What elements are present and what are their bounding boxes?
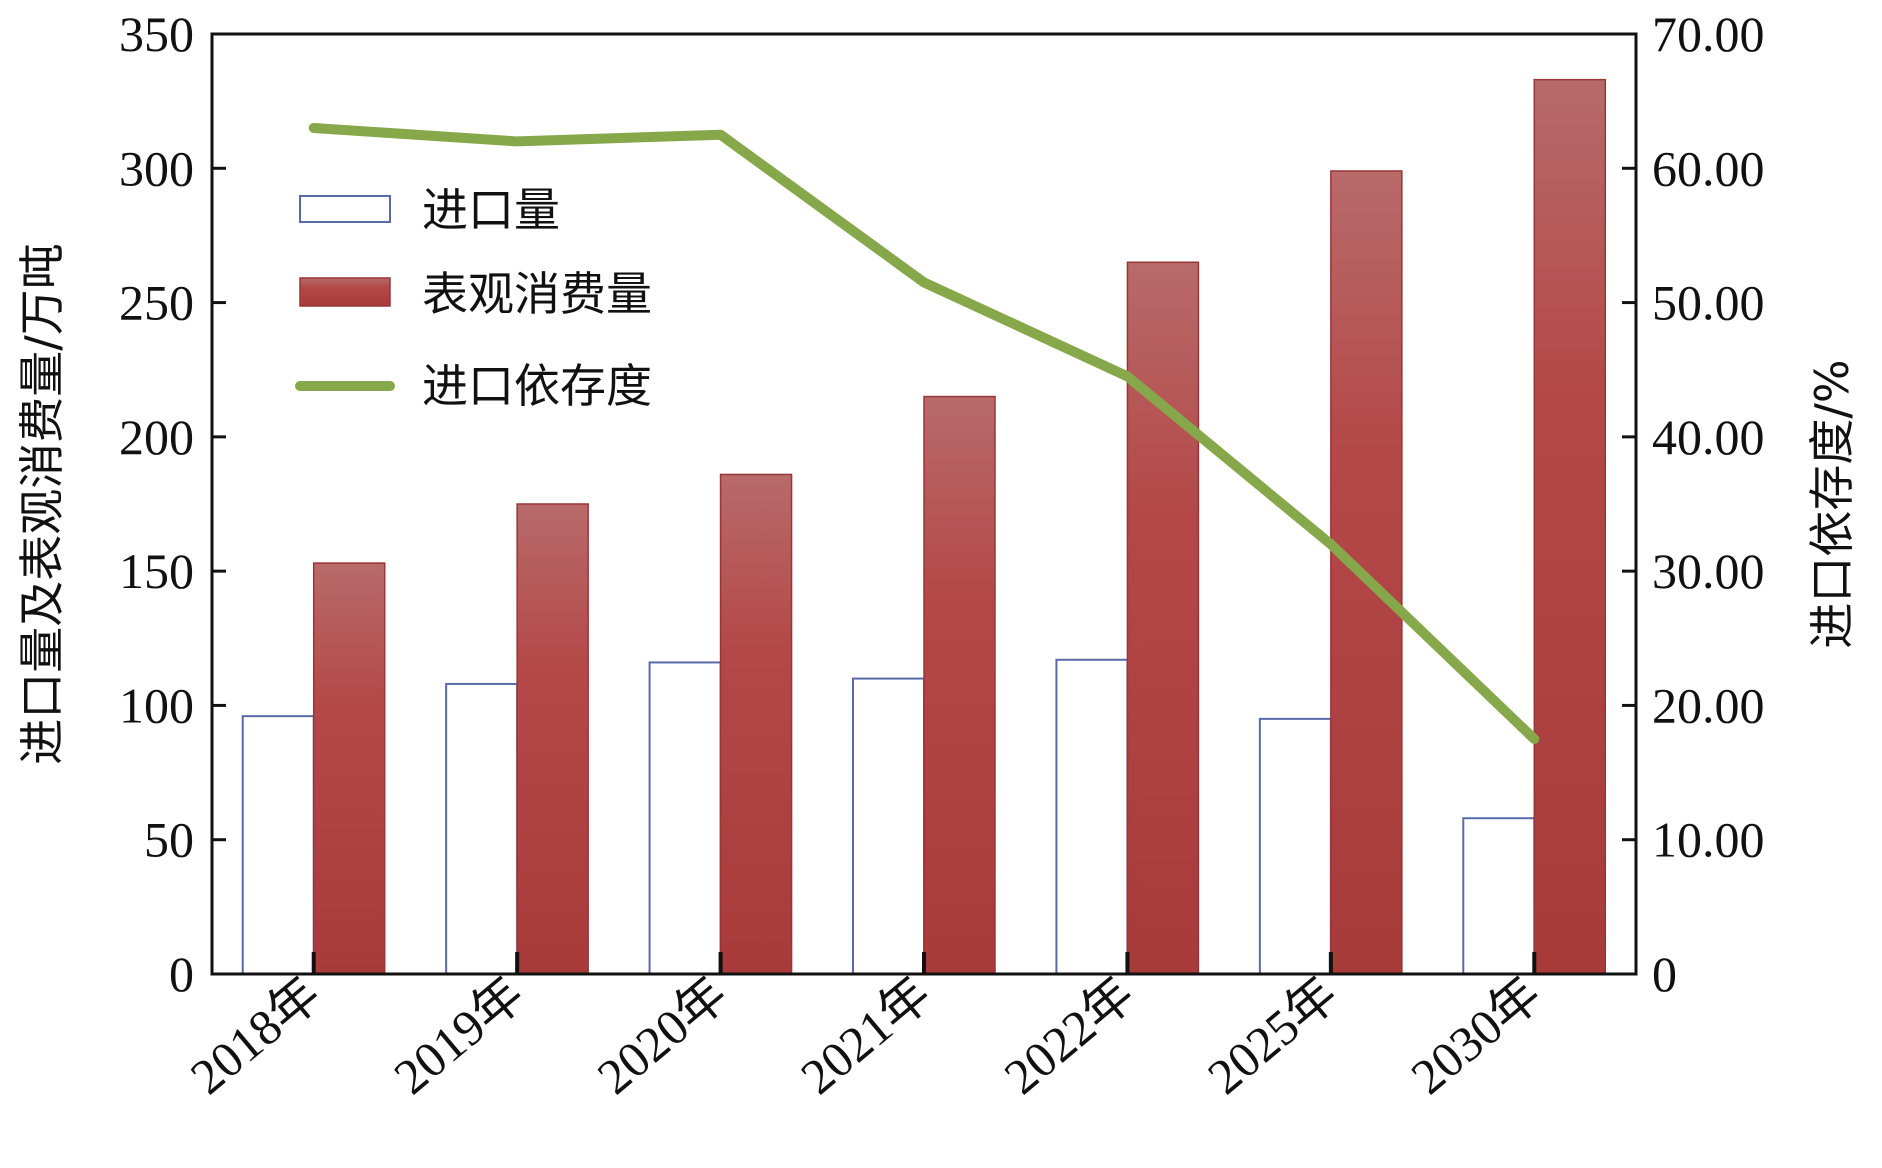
bar-import-5	[1258, 717, 1332, 975]
y2-tick-label-6: 60.00	[1652, 140, 1765, 196]
y2-tick-label-7: 70.00	[1652, 6, 1765, 62]
legend-swatch-import	[299, 195, 391, 223]
y2-axis-title: 进口依存度/%	[1805, 359, 1859, 648]
y-axis-title: 进口量及表观消费量/万吨	[15, 243, 69, 765]
bar-import-4	[1055, 658, 1129, 975]
y2-tick-label-3: 30.00	[1652, 543, 1765, 599]
y-tick-label-5: 250	[119, 275, 194, 331]
y2-tick-label-4: 40.00	[1652, 409, 1765, 465]
x-tick-label-1: 2019年	[383, 966, 534, 1105]
y-axis-right: 0 10.00 20.00 30.00 40.00 50.00 60.00 70.00	[1622, 6, 1765, 1002]
legend-label-import: 进口量	[422, 183, 560, 237]
x-tick-label-5: 2025年	[1197, 966, 1348, 1105]
consumption-bars	[312, 78, 1607, 975]
legend: 进口量 表观消费量 进口依存度	[295, 183, 652, 413]
bar-import-2	[648, 661, 722, 975]
bar-import-3	[852, 677, 925, 975]
y-tick-label-4: 200	[119, 409, 194, 465]
y2-tick-label-1: 10.00	[1652, 812, 1765, 868]
legend-label-dependency: 进口依存度	[422, 359, 652, 413]
bar-consumption-0	[312, 562, 386, 975]
dependency-line-layer	[308, 123, 1540, 744]
y-tick-label-2: 100	[119, 677, 194, 733]
bar-consumption-4	[1126, 261, 1200, 975]
x-tick-label-0: 2018年	[180, 966, 331, 1105]
y-tick-label-6: 300	[119, 140, 194, 196]
legend-swatch-consumption	[299, 277, 391, 307]
x-tick-label-4: 2022年	[994, 966, 1145, 1105]
x-tick-label-6: 2030年	[1400, 966, 1551, 1105]
y-tick-label-1: 50	[144, 812, 194, 868]
y-tick-label-0: 0	[169, 946, 194, 1002]
y2-tick-label-5: 50.00	[1652, 275, 1765, 331]
dependency-line	[308, 123, 1540, 744]
bar-import-0	[241, 715, 315, 976]
legend-label-consumption: 表观消费量	[422, 267, 652, 321]
bar-consumption-2	[719, 473, 793, 975]
bar-import-1	[445, 682, 519, 975]
bar-consumption-1	[516, 503, 589, 975]
x-tick-label-2: 2020年	[587, 966, 738, 1105]
y-tick-label-7: 350	[119, 6, 194, 62]
bar-consumption-6	[1533, 78, 1607, 975]
x-tick-label-3: 2021年	[790, 966, 941, 1105]
y-axis-left: 0 50 100 150 200 250 300 350	[119, 6, 226, 1002]
bar-consumption-3	[923, 395, 996, 975]
y2-tick-label-2: 20.00	[1652, 677, 1765, 733]
y-tick-label-3: 150	[119, 543, 194, 599]
import-bars	[241, 658, 1536, 976]
bar-import-6	[1462, 817, 1536, 975]
y2-tick-label-0: 0	[1652, 946, 1677, 1002]
